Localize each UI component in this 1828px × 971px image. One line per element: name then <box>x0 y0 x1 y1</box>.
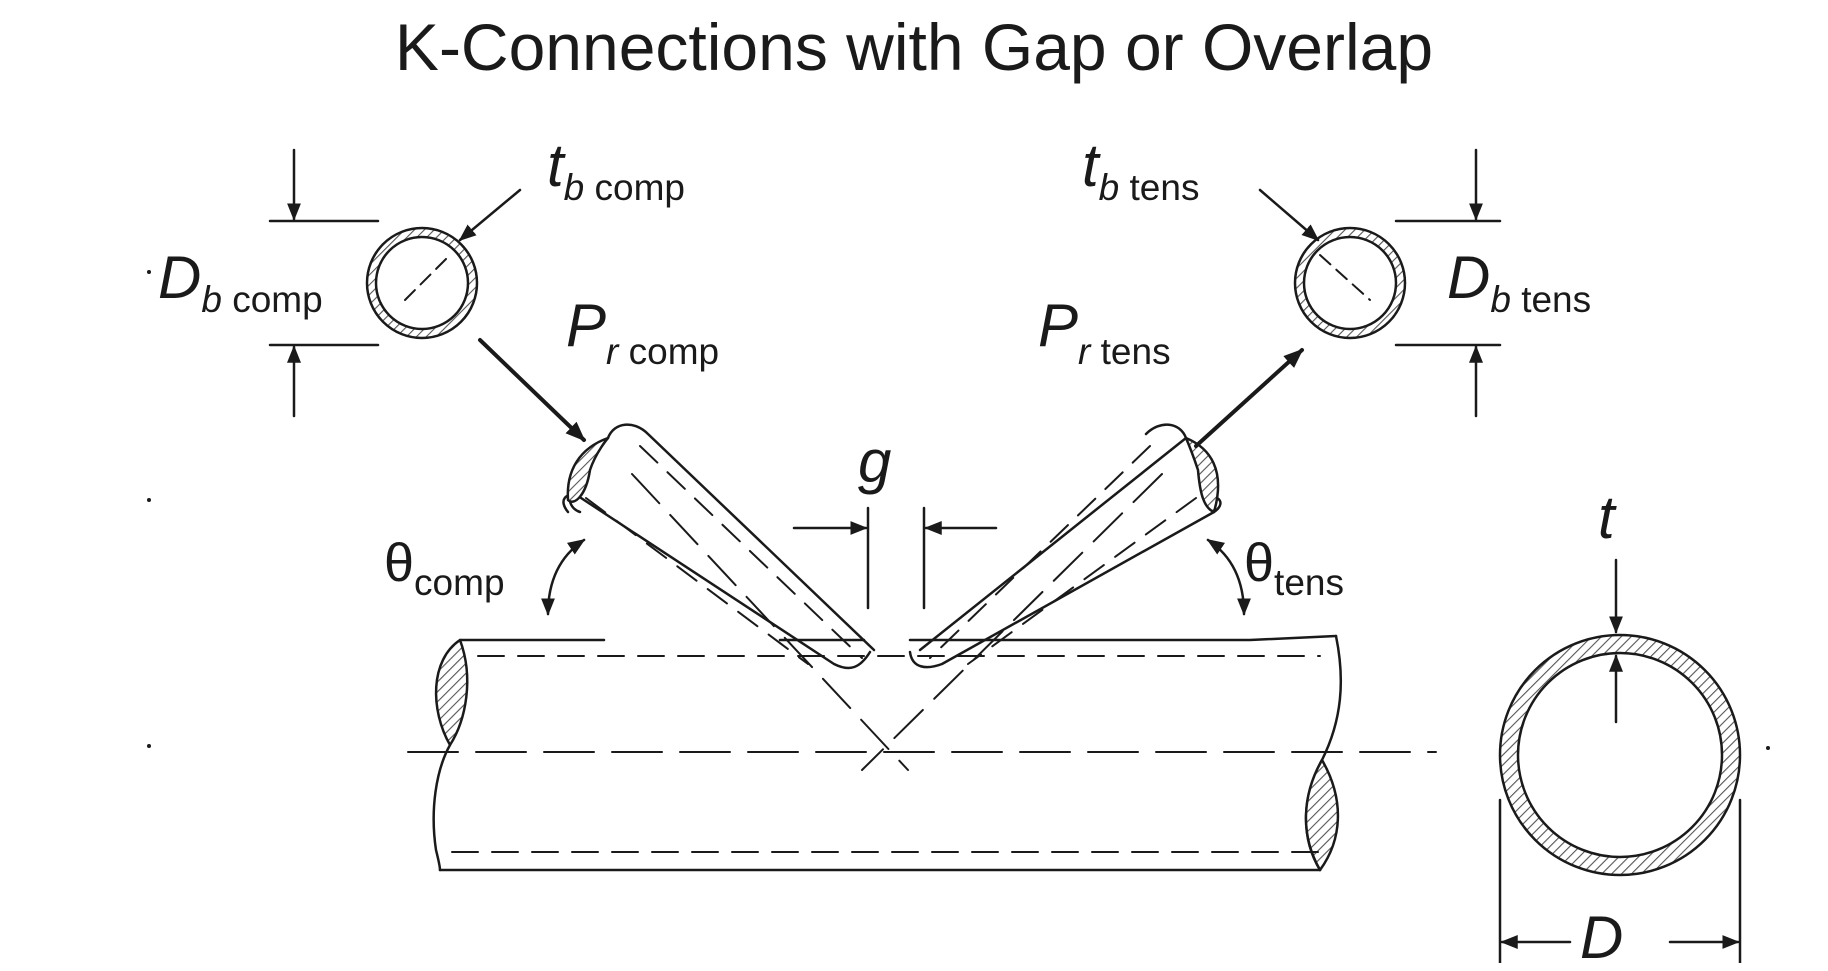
diagram-title: K-Connections with Gap or Overlap <box>394 10 1434 84</box>
chord-tube <box>407 634 1437 872</box>
label-gap: g <box>858 428 892 495</box>
compression-brace <box>562 423 909 771</box>
label-Db-comp: Db comp <box>158 244 323 320</box>
gap-dimension <box>792 506 998 610</box>
label-theta-comp: θcomp <box>384 533 505 603</box>
label-theta-tens: θtens <box>1244 533 1344 603</box>
stray-marks <box>147 270 1770 750</box>
label-Pr-tens: Pr tens <box>1038 292 1171 372</box>
label-tb-comp: tb comp <box>547 132 686 208</box>
angle-arcs <box>541 538 1251 616</box>
label-tb-tens: tb tens <box>1082 132 1200 208</box>
label-chord-diameter: D <box>1580 904 1624 971</box>
compression-brace-section <box>268 148 522 418</box>
chord-section <box>1498 558 1742 963</box>
label-wall-thickness: t <box>1598 484 1615 551</box>
label-Pr-comp: Pr comp <box>566 292 720 372</box>
tension-brace-section <box>1258 148 1502 418</box>
force-arrows <box>478 338 1304 448</box>
label-Db-tens: Db tens <box>1447 244 1592 320</box>
tension-brace <box>861 423 1222 771</box>
